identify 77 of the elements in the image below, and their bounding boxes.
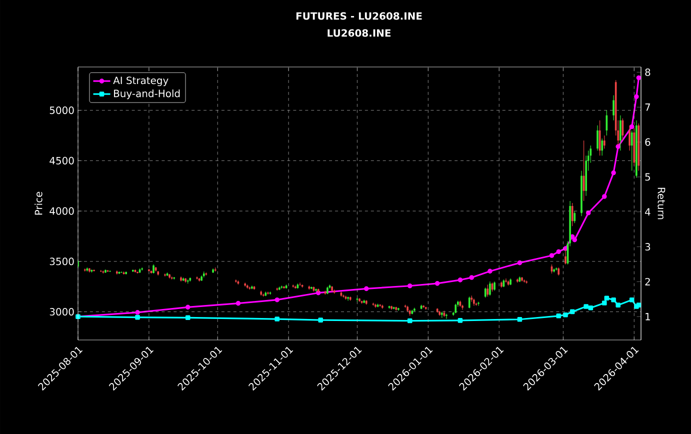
- point: [274, 316, 280, 322]
- point: [570, 309, 575, 314]
- point: [434, 281, 440, 286]
- point: [185, 315, 190, 320]
- point: [586, 210, 591, 216]
- candlestick: [414, 307, 416, 312]
- point: [318, 318, 324, 322]
- point: [135, 310, 140, 315]
- y2-tick-label: 4: [645, 208, 650, 216]
- point: [636, 302, 642, 308]
- candlestick: [484, 287, 486, 298]
- point: [556, 249, 562, 254]
- point: [616, 144, 621, 149]
- candlestick: [454, 303, 457, 314]
- y2-tick-label: 6: [645, 138, 650, 146]
- y-tick-label: 3500: [50, 258, 74, 266]
- candlestick: [630, 130, 633, 172]
- point: [364, 286, 369, 292]
- point: [407, 318, 412, 324]
- point: [556, 313, 562, 318]
- chart-title: FUTURES - LU2608.INE: [296, 12, 422, 20]
- point: [488, 268, 492, 274]
- point: [135, 314, 140, 320]
- y-axis-title: Price: [34, 192, 42, 215]
- y2-tick-label: 5: [645, 173, 650, 181]
- candlestick: [620, 115, 622, 151]
- candlestick: [468, 296, 470, 309]
- point: [236, 300, 241, 306]
- point: [636, 75, 642, 80]
- point: [517, 316, 522, 322]
- candlestick: [628, 125, 630, 151]
- candlestick: [347, 296, 349, 301]
- candlestick: [574, 210, 576, 224]
- y2-tick-label: 7: [645, 103, 650, 111]
- candlestick: [571, 202, 574, 226]
- point: [407, 283, 412, 288]
- y-tick-label: 5000: [50, 106, 74, 114]
- y-tick-label: 4000: [50, 207, 74, 215]
- candlestick: [612, 94, 614, 121]
- y2-axis-title: Return: [658, 188, 666, 220]
- point: [629, 297, 634, 302]
- y2-tick-label: 1: [646, 312, 650, 320]
- y2-tick-label: 8: [645, 68, 650, 76]
- point: [604, 296, 610, 300]
- point: [517, 260, 522, 266]
- point: [602, 300, 607, 306]
- point: [549, 253, 554, 258]
- candlestick: [489, 281, 491, 296]
- candlestick: [446, 313, 448, 320]
- y-tick-label: 4500: [50, 156, 74, 164]
- point: [611, 297, 616, 302]
- candlestick: [596, 125, 598, 151]
- point: [274, 297, 280, 302]
- point: [572, 237, 578, 242]
- candlestick: [601, 138, 604, 156]
- point: [185, 304, 190, 310]
- legend-label: Buy-and-Hold: [114, 90, 180, 100]
- chart-subtitle: LU2608.INE: [328, 29, 391, 37]
- point: [469, 275, 474, 280]
- y-tick-label: 3000: [50, 308, 74, 316]
- point: [634, 94, 639, 100]
- point: [602, 194, 607, 199]
- candlestick: [152, 264, 154, 274]
- point: [629, 124, 634, 130]
- point: [616, 302, 621, 308]
- point: [458, 318, 463, 323]
- legend-label: AI Strategy: [113, 76, 168, 86]
- point: [588, 305, 594, 310]
- candlestick: [462, 304, 464, 310]
- y2-tick-label: 2: [645, 278, 650, 286]
- point: [584, 304, 588, 309]
- point: [563, 312, 568, 318]
- candlestick: [603, 135, 606, 149]
- candlestick: [494, 281, 496, 291]
- y2-tick-label: 3: [645, 242, 650, 251]
- point: [611, 170, 616, 176]
- point: [458, 278, 463, 282]
